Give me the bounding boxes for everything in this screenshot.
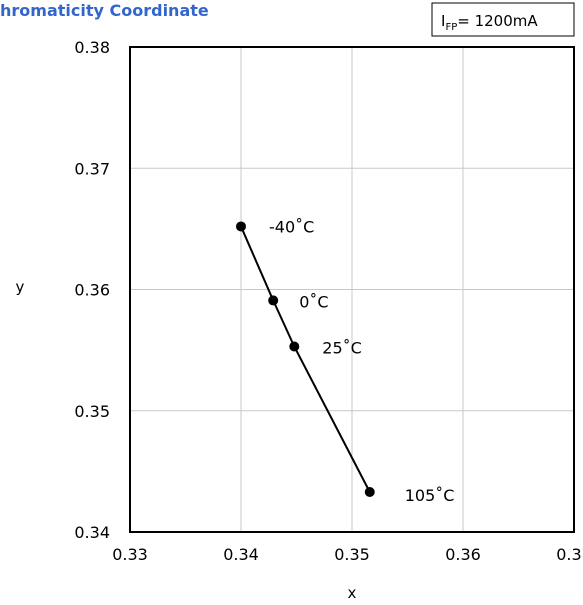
x-tick-label: 0.33 (112, 545, 148, 564)
plot-area (129, 46, 575, 533)
y-tick-label: 0.34 (74, 523, 110, 542)
x-axis-label: x (348, 584, 357, 602)
data-point-label: 25˚C (322, 338, 362, 357)
x-tick-label: 0.37 (556, 545, 583, 564)
series-line (240, 226, 371, 493)
data-point-label: -40˚C (269, 217, 314, 236)
condition-subscript: FP (445, 22, 457, 33)
condition-value: = 1200mA (457, 12, 538, 30)
x-tick-labels: 0.33 0.34 0.35 0.36 0.37 (112, 545, 583, 564)
chart-title: hromaticity Coordinate (0, 1, 209, 20)
y-tick-labels: 0.34 0.35 0.36 0.37 0.38 (74, 38, 110, 542)
data-point-label: 105˚C (405, 486, 455, 505)
series-layer: -40˚C 0˚C 25˚C 105˚C (236, 217, 454, 505)
data-point-label: 0˚C (299, 292, 328, 311)
y-axis-label: y (16, 278, 25, 296)
condition-label: I (441, 12, 445, 30)
x-tick-label: 0.34 (223, 545, 259, 564)
svg-text:IFP= 1200mA: IFP= 1200mA (441, 12, 538, 33)
y-tick-label: 0.35 (74, 402, 110, 421)
grid (130, 47, 574, 532)
y-tick-label: 0.37 (74, 159, 110, 178)
data-point (289, 341, 300, 352)
y-tick-label: 0.38 (74, 38, 110, 57)
y-tick-label: 0.36 (74, 281, 110, 300)
x-tick-label: 0.36 (445, 545, 481, 564)
data-point (364, 486, 375, 497)
condition-box: IFP= 1200mA (431, 2, 575, 37)
data-point (268, 295, 279, 306)
data-point (236, 221, 246, 232)
x-tick-label: 0.35 (334, 545, 370, 564)
